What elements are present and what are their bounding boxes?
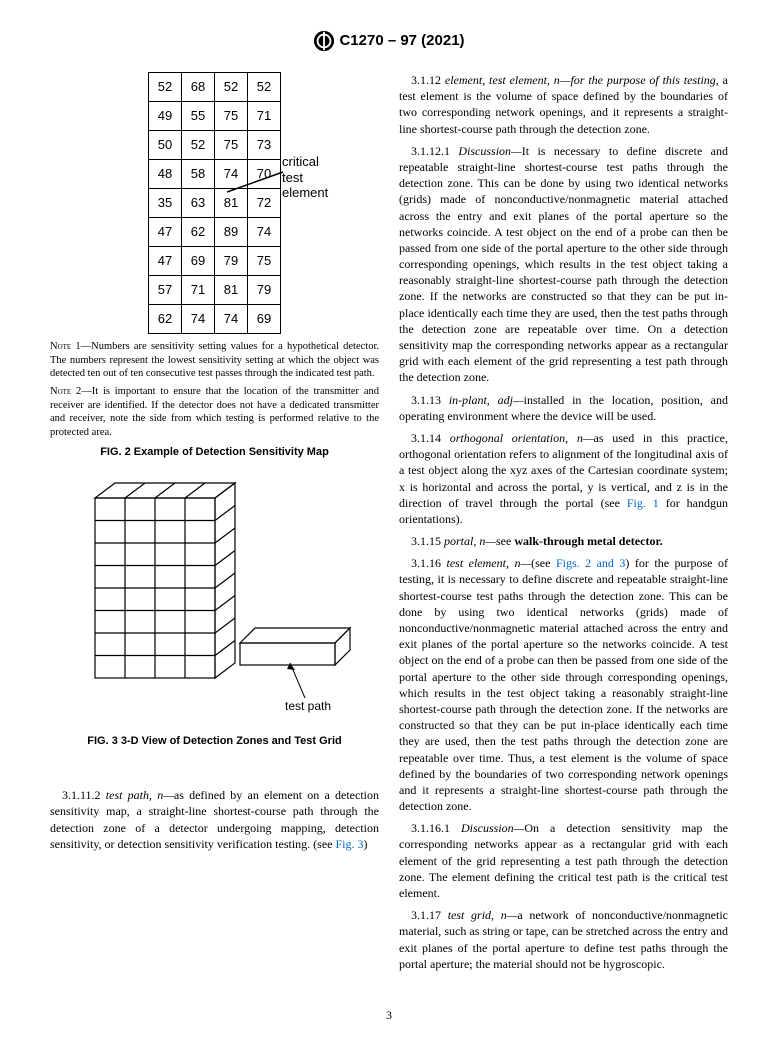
grid-cell: 69 (248, 305, 281, 334)
def-term: test element, n— (447, 556, 532, 570)
def-term: Discussion— (458, 144, 521, 158)
grid-cell: 58 (182, 160, 215, 189)
grid-cell: 74 (182, 305, 215, 334)
standard-id: C1270 – 97 (2021) (339, 32, 464, 49)
def-body: see (496, 534, 514, 548)
note1-text: Numbers are sensitivity setting values f… (50, 341, 379, 379)
fig3-testpath-label: test path (285, 699, 331, 713)
def-term: Discussion— (461, 821, 524, 835)
fig2-callout-label: critical test element (282, 154, 328, 201)
grid-cell: 79 (215, 247, 248, 276)
grid-cell: 62 (182, 218, 215, 247)
def-body: It is necessary to define discrete and r… (399, 144, 728, 385)
grid-cell: 71 (182, 276, 215, 305)
fig2-caption: FIG. 2 Example of Detection Sensitivity … (50, 445, 379, 460)
def-3-1-16-1: 3.1.16.1 Discussion—On a detection sensi… (399, 820, 728, 901)
note2-text: It is important to ensure that the locat… (50, 386, 379, 438)
grid-cell: 48 (149, 160, 182, 189)
grid-cell: 75 (248, 247, 281, 276)
grid-cell: 55 (182, 102, 215, 131)
fig3-diagram: test path (65, 478, 365, 728)
grid-cell: 71 (248, 102, 281, 131)
grid-cell: 63 (182, 189, 215, 218)
grid-cell: 57 (149, 276, 182, 305)
def-num: 3.1.17 (411, 908, 448, 922)
def-tail: ) (364, 837, 368, 851)
def-num: 3.1.16.1 (411, 821, 461, 835)
def-body: ) for the purpose of testing, it is nece… (399, 556, 728, 813)
def-num: 3.1.12.1 (411, 144, 458, 158)
fig2-sensitivity-grid: 5268525249557571505275734858747035638172… (148, 72, 281, 334)
def-3-1-15: 3.1.15 portal, n—see walk-through metal … (399, 533, 728, 549)
grid-cell: 73 (248, 131, 281, 160)
def-3-1-12-1: 3.1.12.1 Discussion—It is necessary to d… (399, 143, 728, 386)
astm-logo-icon (313, 30, 335, 52)
grid-cell: 52 (215, 73, 248, 102)
def-num: 3.1.16 (411, 556, 447, 570)
grid-cell: 68 (182, 73, 215, 102)
grid-cell: 75 (215, 131, 248, 160)
callout-arrow-icon (225, 167, 285, 197)
def-num: 3.1.15 (411, 534, 444, 548)
grid-cell: 52 (182, 131, 215, 160)
grid-cell: 69 (182, 247, 215, 276)
page-header: C1270 – 97 (2021) (50, 30, 728, 52)
def-3-1-17: 3.1.17 test grid, n—a network of noncond… (399, 907, 728, 972)
grid-cell: 74 (215, 305, 248, 334)
def-num: 3.1.12 (411, 73, 445, 87)
grid-cell: 62 (149, 305, 182, 334)
grid-cell: 50 (149, 131, 182, 160)
grid-cell: 52 (149, 73, 182, 102)
note1-label: Note 1— (50, 341, 91, 352)
def-3-1-14: 3.1.14 orthogonal orientation, n—as used… (399, 430, 728, 527)
def-term: test path, n— (106, 788, 174, 802)
right-column: 3.1.12 element, test element, n—for the … (399, 72, 728, 978)
left-column: 5268525249557571505275734858747035638172… (50, 72, 379, 978)
grid-cell: 49 (149, 102, 182, 131)
def-3-1-13: 3.1.13 in-plant, adj—installed in the lo… (399, 392, 728, 424)
def-3-1-16: 3.1.16 test element, n—(see Figs. 2 and … (399, 555, 728, 814)
grid-cell: 89 (215, 218, 248, 247)
note2-label: Note 2— (50, 386, 92, 397)
fig2-grid-wrap: 5268525249557571505275734858747035638172… (50, 72, 379, 334)
grid-cell: 47 (149, 247, 182, 276)
def-num: 3.1.13 (411, 393, 449, 407)
fig3-link[interactable]: Fig. 3 (336, 837, 364, 851)
page-number: 3 (50, 1008, 728, 1023)
fig3-caption: FIG. 3 3-D View of Detection Zones and T… (50, 734, 379, 749)
def-bold: walk-through metal detector. (514, 534, 662, 548)
grid-cell: 74 (248, 218, 281, 247)
def-term: in-plant, adj— (449, 393, 524, 407)
fig2-note2: Note 2—It is important to ensure that th… (50, 385, 379, 440)
figs-2-3-link[interactable]: Figs. 2 and 3 (556, 556, 625, 570)
two-column-layout: 5268525249557571505275734858747035638172… (50, 72, 728, 978)
def-num: 3.1.11.2 (62, 788, 106, 802)
def-3-1-12: 3.1.12 element, test element, n—for the … (399, 72, 728, 137)
def-pre: (see (531, 556, 556, 570)
def-num: 3.1.14 (411, 431, 450, 445)
def-term: test grid, n— (448, 908, 518, 922)
def-3-1-11-2: 3.1.11.2 test path, n—as defined by an e… (50, 787, 379, 852)
fig2-note1: Note 1—Numbers are sensitivity setting v… (50, 340, 379, 381)
def-term: portal, n— (444, 534, 496, 548)
grid-cell: 47 (149, 218, 182, 247)
grid-cell: 81 (215, 276, 248, 305)
grid-cell: 79 (248, 276, 281, 305)
def-term: orthogonal orientation, n— (450, 431, 594, 445)
def-term: element, test element, n—for the purpose… (445, 73, 716, 87)
fig1-link[interactable]: Fig. 1 (627, 496, 659, 510)
grid-cell: 52 (248, 73, 281, 102)
grid-cell: 75 (215, 102, 248, 131)
grid-cell: 35 (149, 189, 182, 218)
